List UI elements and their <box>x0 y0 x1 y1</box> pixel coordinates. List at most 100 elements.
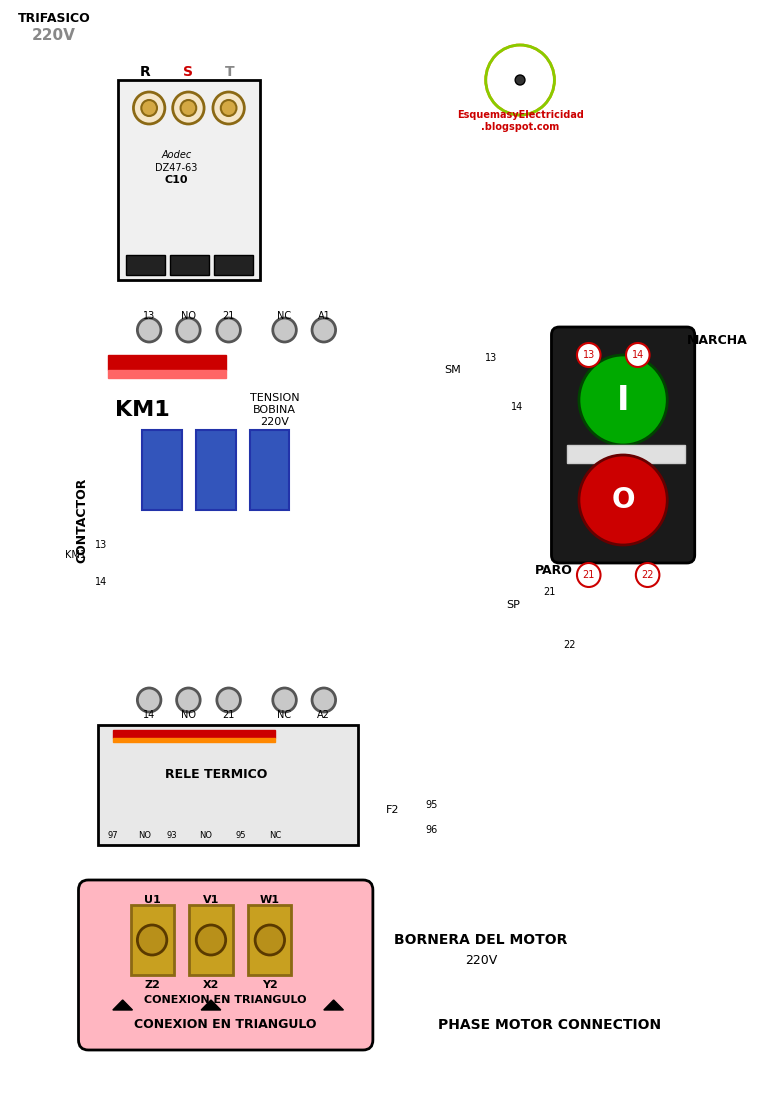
Text: I: I <box>617 384 629 417</box>
Bar <box>125 255 165 275</box>
FancyBboxPatch shape <box>78 881 373 1050</box>
Text: 22: 22 <box>563 640 575 650</box>
Text: Aodec: Aodec <box>161 150 192 160</box>
Text: CONEXION EN TRIANGULO: CONEXION EN TRIANGULO <box>135 1018 317 1031</box>
Text: NO: NO <box>138 831 150 840</box>
Circle shape <box>176 688 200 712</box>
Text: EsquemasyElectricidad
.blogspot.com: EsquemasyElectricidad .blogspot.com <box>457 110 584 132</box>
Text: 13: 13 <box>95 540 107 550</box>
Circle shape <box>141 100 157 116</box>
Text: 96: 96 <box>426 825 438 835</box>
Text: 95: 95 <box>426 800 438 810</box>
Circle shape <box>173 92 204 124</box>
Text: 14: 14 <box>143 710 155 720</box>
Text: NC: NC <box>277 311 292 321</box>
Bar <box>74 295 358 745</box>
Circle shape <box>217 688 240 712</box>
Text: U1: U1 <box>144 895 160 905</box>
Text: A1: A1 <box>318 311 330 321</box>
Text: 13: 13 <box>485 353 497 363</box>
Circle shape <box>138 925 166 955</box>
Bar <box>250 430 290 510</box>
Text: NO: NO <box>200 831 213 840</box>
Circle shape <box>176 318 200 342</box>
Bar <box>214 255 253 275</box>
Text: TENSION
BOBINA
220V: TENSION BOBINA 220V <box>250 394 299 427</box>
Circle shape <box>181 100 196 116</box>
Bar <box>196 430 236 510</box>
Bar <box>118 80 260 279</box>
Bar <box>112 730 275 737</box>
Circle shape <box>255 925 284 955</box>
Circle shape <box>217 318 240 342</box>
Text: 21: 21 <box>223 710 235 720</box>
Text: A2: A2 <box>318 710 331 720</box>
Circle shape <box>213 92 244 124</box>
FancyBboxPatch shape <box>552 327 695 563</box>
Circle shape <box>515 75 525 85</box>
Text: TRIFASICO: TRIFASICO <box>17 11 90 24</box>
Text: F2: F2 <box>386 805 399 815</box>
Text: KM1: KM1 <box>65 550 87 560</box>
Circle shape <box>577 563 600 587</box>
Text: 14: 14 <box>95 577 107 587</box>
Text: X2: X2 <box>203 980 219 990</box>
Text: 21: 21 <box>583 570 595 580</box>
Text: BORNERA DEL MOTOR: BORNERA DEL MOTOR <box>394 933 568 947</box>
Text: C10: C10 <box>165 175 188 185</box>
Circle shape <box>579 455 667 545</box>
Polygon shape <box>112 1000 132 1010</box>
Text: S: S <box>183 65 193 79</box>
Text: 220V: 220V <box>464 954 497 967</box>
Text: Z2: Z2 <box>144 980 160 990</box>
Text: NO: NO <box>181 710 196 720</box>
Circle shape <box>579 355 667 445</box>
Text: 97: 97 <box>107 831 118 840</box>
Text: CONEXION EN TRIANGULO: CONEXION EN TRIANGULO <box>144 995 307 1005</box>
Bar <box>98 725 358 845</box>
Bar <box>108 370 226 378</box>
Bar <box>142 430 182 510</box>
Text: NC: NC <box>268 831 281 840</box>
Circle shape <box>196 925 226 955</box>
Text: 13: 13 <box>143 311 155 321</box>
Text: Y2: Y2 <box>262 980 277 990</box>
Text: 95: 95 <box>235 831 245 840</box>
Text: 13: 13 <box>583 350 595 360</box>
Text: KM1: KM1 <box>115 400 169 420</box>
Circle shape <box>312 688 336 712</box>
Text: 21: 21 <box>223 311 235 321</box>
Text: CONTACTOR: CONTACTOR <box>75 477 88 562</box>
Circle shape <box>134 92 165 124</box>
Text: PHASE MOTOR CONNECTION: PHASE MOTOR CONNECTION <box>438 1018 661 1032</box>
Circle shape <box>577 343 600 367</box>
Text: V1: V1 <box>203 895 219 905</box>
Circle shape <box>138 688 161 712</box>
Circle shape <box>312 318 336 342</box>
Bar <box>108 355 226 370</box>
Text: DZ47-63: DZ47-63 <box>156 163 198 173</box>
Text: 21: 21 <box>543 587 556 597</box>
Text: 220V: 220V <box>32 28 76 42</box>
Text: 22: 22 <box>641 570 654 580</box>
Text: NO: NO <box>181 311 196 321</box>
Text: RELE TERMICO: RELE TERMICO <box>165 769 267 782</box>
Text: T: T <box>225 65 234 79</box>
Circle shape <box>273 688 296 712</box>
Text: W1: W1 <box>260 895 280 905</box>
Bar <box>567 445 685 462</box>
Circle shape <box>626 343 650 367</box>
Bar <box>131 905 174 975</box>
Bar <box>112 737 275 742</box>
Polygon shape <box>201 1000 221 1010</box>
Circle shape <box>273 318 296 342</box>
Text: O: O <box>611 486 635 513</box>
Text: PARO: PARO <box>535 563 572 577</box>
Text: 14: 14 <box>632 350 644 360</box>
Text: 93: 93 <box>166 831 177 840</box>
Bar <box>169 255 209 275</box>
Circle shape <box>138 318 161 342</box>
Bar <box>249 905 291 975</box>
Text: R: R <box>140 65 150 79</box>
Polygon shape <box>324 1000 344 1010</box>
